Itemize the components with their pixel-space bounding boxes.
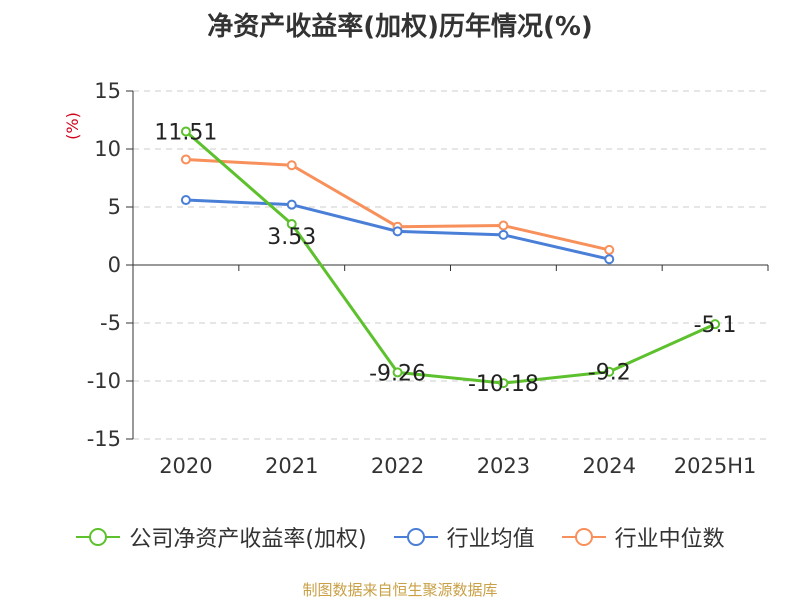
x-tick-label: 2025H1 <box>674 454 757 478</box>
legend-label: 公司净资产收益率(加权) <box>129 527 367 552</box>
series-lines <box>180 126 721 389</box>
data-point <box>498 220 509 231</box>
legend-line-circle-icon <box>561 528 606 546</box>
data-label: 11.51 <box>154 120 217 145</box>
y-tick-label: 10 <box>94 137 121 161</box>
legend-item-company[interactable]: 公司净资产收益率(加权) <box>75 521 367 553</box>
grid-lines <box>133 90 768 440</box>
legend-item-industry-median[interactable]: 行业中位数 <box>561 521 725 553</box>
data-point <box>498 378 509 389</box>
axes: 15 10 5 0 -5 -10 -15 2020 2021 2022 2023 2024 2025H1… <box>63 79 769 478</box>
x-tick-label: 2020 <box>159 454 212 478</box>
data-point <box>180 154 191 165</box>
data-point <box>286 219 297 230</box>
y-tick-label: -10 <box>87 369 121 393</box>
data-labels: 11.51 3.53 -9.26 -10.18 -9.2 -5.1 <box>154 120 736 397</box>
y-tick-label: 5 <box>108 195 121 219</box>
data-point <box>392 226 403 237</box>
data-point <box>498 229 509 240</box>
y-tick-label: 0 <box>108 253 121 277</box>
y-tick-label: -5 <box>100 311 121 335</box>
y-tick-label: 15 <box>94 79 121 103</box>
y-axis-title: (%) <box>63 112 82 140</box>
x-tick-label: 2021 <box>265 454 318 478</box>
data-label: -5.1 <box>694 313 737 338</box>
source-note: 制图数据来自恒生聚源数据库 <box>302 581 498 599</box>
x-tick-label: 2024 <box>583 454 636 478</box>
legend-line-circle-icon <box>76 528 121 546</box>
data-point <box>710 319 721 330</box>
legend-label: 行业均值 <box>446 527 535 552</box>
data-point <box>286 199 297 210</box>
y-tick-label: -15 <box>87 427 121 451</box>
legend-line-circle-icon <box>393 528 438 546</box>
data-label: -9.26 <box>369 361 426 386</box>
data-point <box>286 160 297 171</box>
x-tick-label: 2023 <box>477 454 530 478</box>
data-label: 3.53 <box>267 225 316 250</box>
chart-title: 净资产收益率(加权)历年情况(%) <box>207 12 593 42</box>
data-point <box>180 195 191 206</box>
legend-label: 行业中位数 <box>614 527 725 552</box>
series-line-company <box>184 130 716 385</box>
data-point <box>180 126 191 137</box>
data-point <box>392 367 403 378</box>
legend-item-industry-avg[interactable]: 行业均值 <box>393 521 535 553</box>
data-label: -9.2 <box>588 361 631 386</box>
legend: 公司净资产收益率(加权) 行业均值 行业中位数 <box>0 520 800 554</box>
x-tick-label: 2022 <box>371 454 424 478</box>
data-point <box>604 366 615 377</box>
data-point <box>604 254 615 265</box>
data-label: -10.18 <box>468 372 539 397</box>
data-point <box>604 244 615 255</box>
